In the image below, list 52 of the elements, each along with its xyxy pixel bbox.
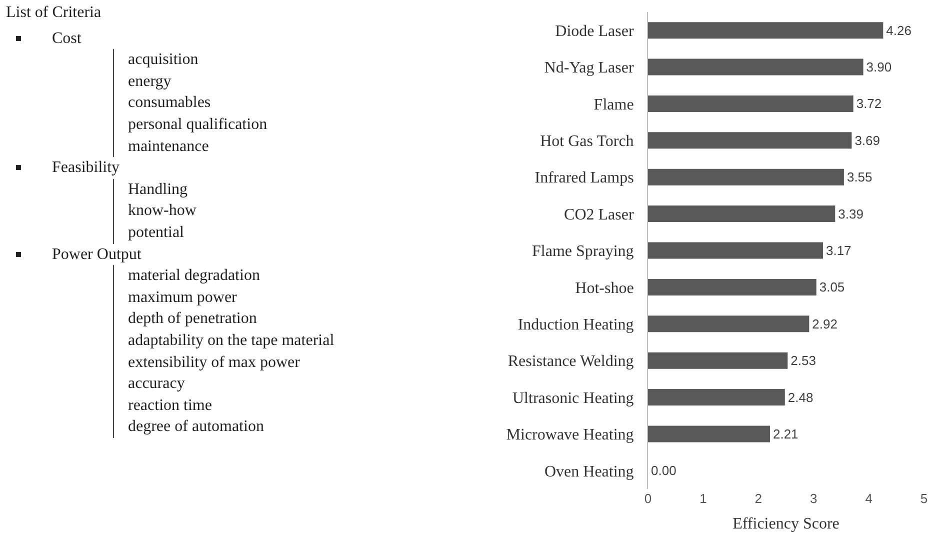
bar	[648, 389, 785, 406]
bar	[648, 316, 810, 332]
data-label: 3.69	[854, 132, 880, 148]
bar	[648, 352, 788, 369]
y-tick-label: Diode Laser	[555, 22, 634, 40]
bar	[648, 58, 864, 76]
bar	[648, 22, 884, 39]
data-label: 3.17	[826, 243, 852, 258]
data-label: 2.92	[812, 316, 838, 332]
data-label: 2.48	[788, 390, 814, 405]
data-label: 3.72	[856, 96, 882, 112]
text: Cost	[51, 28, 82, 49]
x-tick-label: 5	[920, 491, 928, 506]
y-tick-label: CO2 Laser	[564, 206, 634, 224]
data-label: 2.53	[790, 353, 816, 368]
y-tick-label: Infrared Lamps	[534, 170, 634, 187]
y-tick-label: Nd-Yag Laser	[544, 60, 634, 77]
list-divider: material degradation maximum power depth of penetration adaptability on the tape material extensibility of max power accuracy reaction time degree of automation	[113, 265, 334, 438]
y-tick-label: Oven Heating	[544, 463, 634, 480]
x-tick-label: 2	[754, 491, 762, 506]
text: Power Output	[51, 244, 142, 265]
list-divider: Handling know-how potential	[113, 178, 334, 244]
data-label: 3.39	[838, 206, 864, 222]
y-tick-label: Ultrasonic Heating	[512, 390, 634, 407]
text: List of Criteria	[6, 3, 102, 23]
y-tick-label: Microwave Heating	[506, 426, 634, 444]
y-tick-label: Flame	[594, 96, 634, 114]
x-tick-label: 1	[700, 491, 707, 506]
bar	[648, 242, 823, 259]
data-label: 3.90	[866, 60, 892, 75]
bar	[648, 206, 836, 222]
bar	[648, 168, 844, 186]
bar	[648, 95, 854, 112]
data-label: 0.00	[651, 463, 676, 478]
x-tick-label: 0	[644, 491, 652, 506]
y-tick-label: Flame Spraying	[532, 243, 634, 260]
bar	[648, 426, 770, 442]
x-tick-label: 3	[810, 491, 818, 506]
y-tick-label: Hot Gas Torch	[540, 133, 634, 150]
y-tick-label: Resistance Welding	[508, 353, 634, 370]
data-label: 4.26	[886, 22, 912, 38]
x-tick-label: 4	[865, 491, 872, 506]
x-axis-title: Efficiency Score	[732, 516, 840, 533]
list-divider: acquisition energy consumables personal qualification maintenance	[113, 49, 334, 158]
text: Feasibility	[51, 158, 121, 178]
y-tick-label: Hot-shoe	[575, 280, 634, 297]
bar	[648, 278, 816, 296]
data-label: 3.05	[819, 280, 845, 295]
data-label: 3.55	[846, 170, 872, 185]
data-label: 2.21	[772, 426, 798, 442]
y-tick-label: Induction Heating	[518, 316, 634, 334]
bar	[648, 132, 852, 149]
